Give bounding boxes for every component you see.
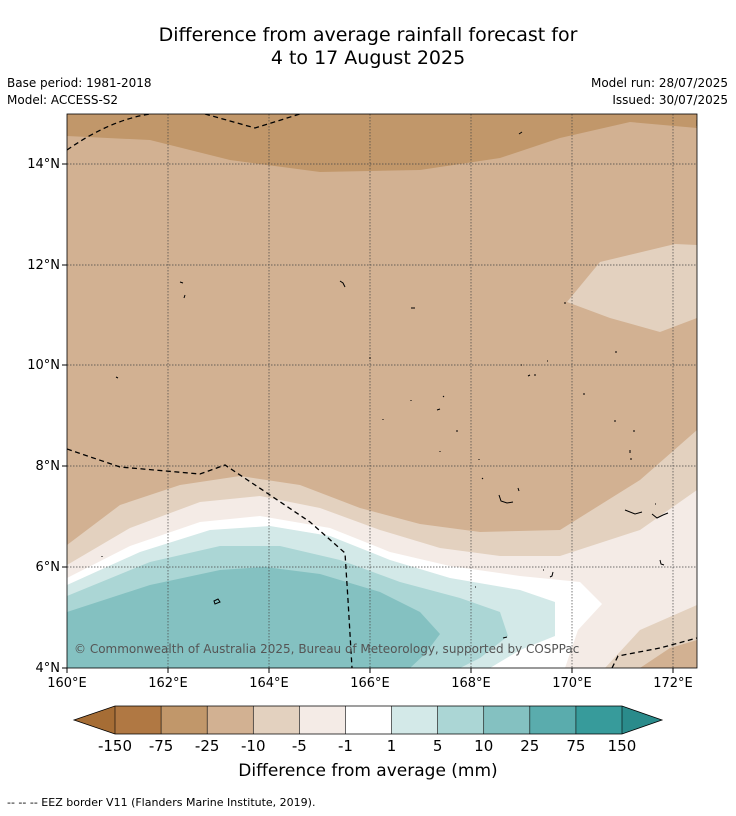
colorbar-tick-labels: -150 -75 -25 -10 -5 -1 1 5 10 25 75 150	[98, 737, 636, 755]
colorbar-tick-label: -10	[241, 737, 266, 755]
lat-label-8: 8°N	[36, 459, 61, 474]
colorbar-tick-label: -1	[338, 737, 353, 755]
colorbar-tick-label: -5	[292, 737, 307, 755]
colorbar	[72, 705, 664, 735]
lat-label-10: 10°N	[27, 358, 60, 373]
colorbar-segment	[299, 706, 346, 734]
meta-left: Base period: 1981-2018 Model: ACCESS-S2	[7, 75, 152, 109]
issued-date: Issued: 30/07/2025	[612, 93, 728, 107]
lon-label-162: 162°E	[148, 676, 188, 691]
colorbar-tick-label: -150	[98, 737, 132, 755]
map-frame	[66, 113, 698, 669]
lon-label-168: 168°E	[451, 676, 491, 691]
colorbar-tick-label: -25	[195, 737, 220, 755]
colorbar-segment	[529, 706, 576, 734]
colorbar-segment	[575, 706, 622, 734]
lon-tick-labels: 160°E 162°E 164°E 166°E 168°E 170°E 172°…	[47, 676, 693, 691]
colorbar-segment	[207, 706, 254, 734]
colorbar-tick-label: 150	[608, 737, 637, 755]
colorbar-arrow-left	[74, 706, 115, 734]
colorbar-arrow-right	[622, 706, 662, 734]
colorbar-segment	[115, 706, 162, 734]
lon-label-164: 164°E	[249, 676, 289, 691]
lat-label-6: 6°N	[36, 560, 61, 575]
lat-label-4: 4°N	[36, 661, 61, 676]
colorbar-segment	[161, 706, 208, 734]
band-75-25	[67, 114, 697, 172]
band-10-25	[67, 567, 440, 668]
colorbar-segment	[437, 706, 484, 734]
graticule	[67, 114, 697, 668]
lat-label-12: 12°N	[27, 258, 60, 273]
colorbar-tick-label: 5	[433, 737, 443, 755]
model-run: Model run: 28/07/2025	[590, 76, 728, 90]
rainfall-map	[67, 114, 697, 668]
band-10-5-east	[567, 244, 697, 332]
lon-label-166: 166°E	[350, 676, 390, 691]
colorbar-segment	[483, 706, 530, 734]
model-name: Model: ACCESS-S2	[7, 93, 119, 107]
lon-tick-marks	[66, 668, 674, 673]
colorbar-segment	[345, 706, 392, 734]
colorbar-segment	[391, 706, 438, 734]
lon-label-170: 170°E	[552, 676, 592, 691]
lat-tick-marks	[62, 163, 67, 669]
colorbar-tick-label: 1	[387, 737, 397, 755]
colorbar-tick-label: 75	[566, 737, 585, 755]
colorbar-tick-label: -75	[149, 737, 174, 755]
lon-label-172: 172°E	[653, 676, 693, 691]
copyright-text: © Commonwealth of Australia 2025, Bureau…	[74, 642, 579, 656]
eez-border	[67, 114, 697, 668]
colorbar-tick-label: 10	[474, 737, 493, 755]
chart-title-line-1: Difference from average rainfall forecas…	[158, 24, 578, 46]
lat-tick-labels: 14°N 12°N 10°N 8°N 6°N 4°N	[27, 157, 60, 676]
base-period: Base period: 1981-2018	[7, 76, 152, 90]
lat-label-14: 14°N	[27, 157, 60, 172]
colorbar-tick-label: 25	[520, 737, 539, 755]
eez-legend-footnote: -- -- -- EEZ border V11 (Flanders Marine…	[7, 796, 316, 809]
band-se-25-10	[640, 640, 697, 668]
colorbar-segment	[253, 706, 300, 734]
meta-right: Model run: 28/07/2025 Issued: 30/07/2025	[591, 75, 728, 109]
islands	[101, 120, 697, 639]
colorbar-label: Difference from average (mm)	[238, 761, 498, 781]
lon-label-160: 160°E	[47, 676, 87, 691]
chart-title-line-2: 4 to 17 August 2025	[270, 47, 466, 69]
